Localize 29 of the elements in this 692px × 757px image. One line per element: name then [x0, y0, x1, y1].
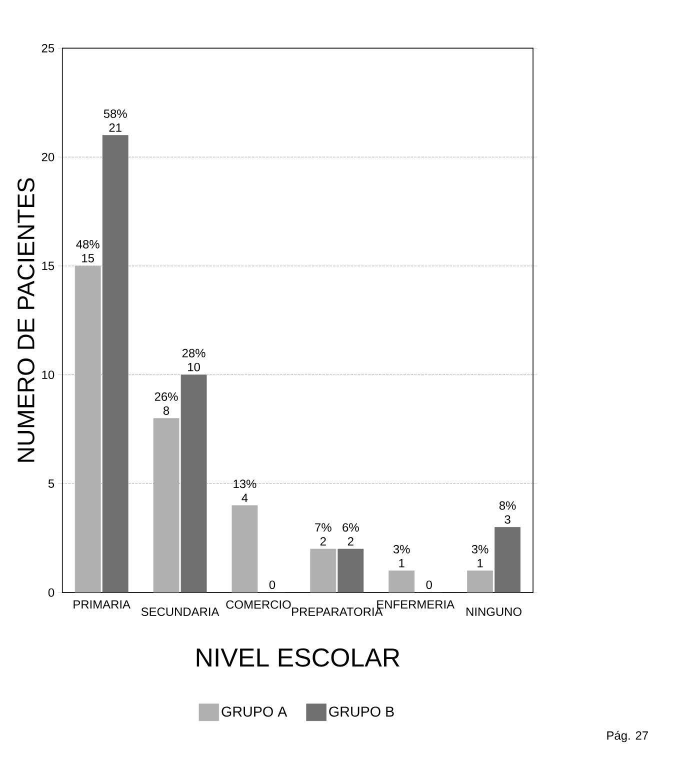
data-label: 6% 2	[342, 523, 359, 546]
data-label: 48% 15	[76, 240, 100, 262]
data-label: 0	[269, 580, 276, 590]
x-tick-label: SECUNDARIA	[141, 608, 220, 616]
legend-label: GRUPO A	[222, 706, 288, 717]
data-label: 8% 3	[500, 501, 516, 524]
y-tick-label: 15	[42, 262, 54, 270]
y-tick-label: 5	[48, 480, 54, 488]
y-axis-title: NUMERO DE PACIENTES	[18, 178, 35, 462]
x-tick-label: PRIMARIA	[74, 600, 131, 609]
legend-label: GRUPO B	[329, 706, 394, 717]
data-label: 0	[426, 580, 432, 590]
x-tick-label: COMERCIO	[226, 600, 291, 609]
data-label: 3% 1	[394, 544, 410, 568]
x-tick-label: NINGUNO	[466, 608, 522, 616]
data-label: 7% 2	[315, 523, 332, 546]
y-tick-label: 25	[42, 44, 54, 52]
x-tick-label: ENFERMERIA	[377, 600, 455, 609]
y-tick-label: 0	[48, 588, 54, 597]
text: Pág. 27	[607, 730, 648, 742]
data-label: 13% 4	[234, 480, 256, 502]
data-label: 58% 21	[104, 109, 127, 132]
x-axis-title: NIVEL ESCOLAR	[196, 648, 400, 667]
x-tick-label: PREPARATORIA	[292, 608, 383, 616]
data-label: 26% 8	[155, 392, 178, 415]
data-label: 28% 10	[182, 348, 206, 372]
y-tick-label: 20	[42, 152, 54, 162]
y-tick-label: 10	[42, 370, 54, 380]
data-label: 3% 1	[472, 544, 488, 568]
